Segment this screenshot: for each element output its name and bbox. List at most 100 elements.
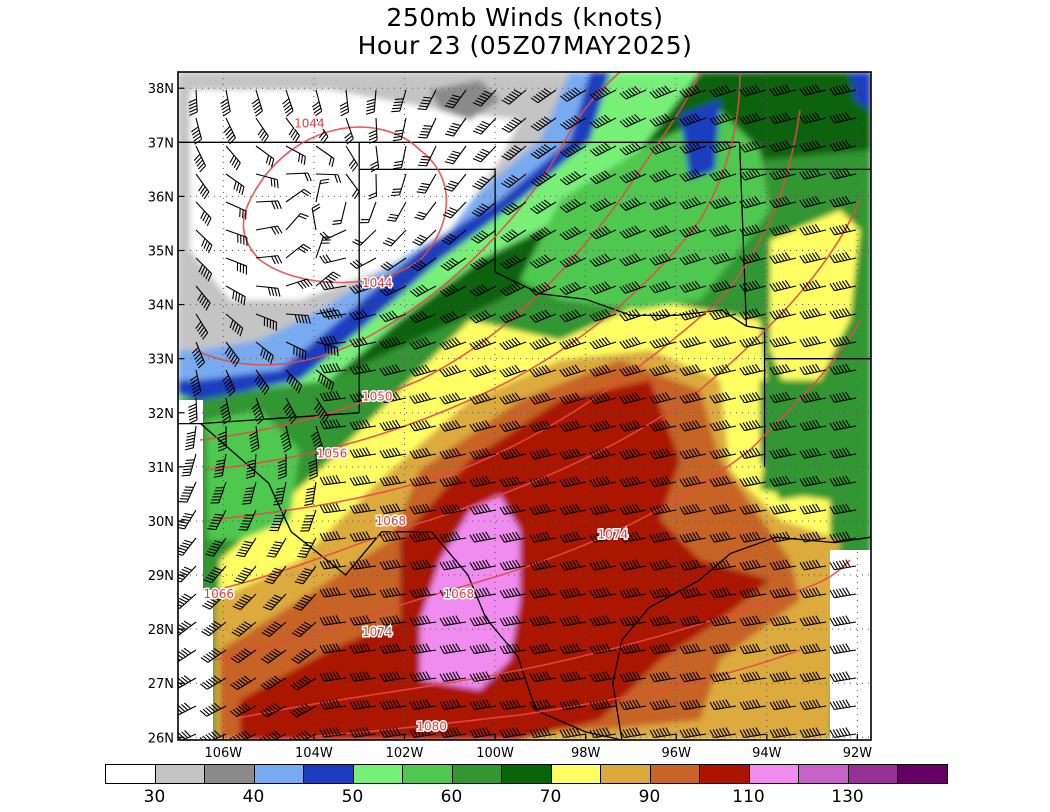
barb-flag [745, 533, 752, 542]
barb-flag [229, 155, 235, 164]
barb-flag [745, 171, 752, 179]
barb-flag [779, 700, 785, 709]
barb-staff [385, 285, 407, 297]
barb-flag [601, 504, 608, 513]
barb-flag [514, 337, 521, 345]
barb-flag [769, 729, 775, 738]
barb-flag [769, 478, 775, 487]
barb-flag [772, 701, 778, 710]
barb-flag [233, 655, 242, 662]
barb-staff [594, 453, 617, 460]
barb-flag [592, 645, 598, 654]
wind-barb [559, 254, 587, 268]
barb-flag [332, 699, 338, 708]
barb-flag [469, 645, 475, 654]
wind-barb [319, 307, 347, 318]
barb-flag [571, 227, 579, 235]
barb-flag [257, 418, 265, 425]
barb-flag [662, 671, 668, 680]
barb-flag [326, 392, 332, 401]
barb-flag [192, 132, 201, 139]
barb-flag [329, 671, 335, 681]
barb-flag [724, 280, 731, 288]
barb-flag [200, 329, 207, 338]
barb-staff [655, 173, 677, 183]
barb-flag [329, 475, 335, 484]
barb-flag [448, 128, 458, 132]
barb-flag [722, 615, 728, 624]
wind-barb [799, 251, 827, 264]
barb-flag [781, 336, 788, 345]
barb-flag [241, 186, 245, 196]
barb-flag [218, 447, 227, 452]
barb-flag [481, 365, 488, 374]
barb-flag [568, 174, 576, 181]
wind-barb [349, 671, 377, 682]
barb-flag [201, 630, 210, 637]
boundary-line [200, 423, 623, 740]
barb-flag [782, 671, 788, 680]
barb-flag [725, 475, 731, 484]
barb-flag [485, 475, 491, 484]
barb-flag [652, 367, 659, 376]
wind-barb [255, 117, 269, 144]
lat-tick-label: 37N [148, 136, 174, 151]
barb-flag [193, 153, 201, 161]
barb-flag [183, 468, 192, 471]
barb-staff [655, 145, 677, 155]
barb-flag [655, 728, 662, 737]
wind-barb [739, 196, 767, 209]
barb-flag [785, 447, 791, 456]
barb-flag [355, 310, 362, 319]
barb-flag [589, 590, 595, 599]
wind-barb [739, 252, 767, 265]
barb-flag [772, 533, 778, 542]
barb-flag [755, 475, 761, 484]
barb-flag [661, 198, 668, 206]
barb-flag [592, 203, 600, 211]
barb-flag [482, 643, 488, 652]
barb-flag [412, 533, 418, 542]
barb-flag [469, 342, 476, 351]
barb-flag [385, 366, 392, 375]
barb-flag [365, 111, 375, 115]
barb-staff [684, 649, 707, 655]
barb-flag [604, 309, 611, 317]
barb-flag [477, 153, 486, 158]
barb-flag [322, 308, 328, 317]
barb-staff [394, 201, 407, 222]
wind-barb [530, 199, 557, 214]
barb-flag [368, 195, 377, 200]
barb-flag [329, 587, 335, 596]
barb-flag [745, 589, 752, 597]
barb-flag [782, 448, 788, 457]
wind-barb [259, 702, 287, 718]
barb-staff [714, 89, 737, 98]
barb-flag [715, 617, 722, 625]
barb-flag [802, 561, 808, 570]
barb-flag [515, 643, 521, 652]
barb-flag [532, 314, 539, 322]
barb-staff [625, 229, 647, 239]
barb-flag [568, 644, 575, 653]
wind-barb [193, 145, 207, 173]
barb-flag [619, 618, 625, 627]
wind-barb [255, 173, 279, 189]
barb-staff [476, 285, 497, 297]
barb-staff [266, 705, 287, 718]
barb-flag [724, 84, 731, 93]
barb-staff [594, 565, 617, 571]
barb-flag [388, 420, 395, 429]
barb-flag [694, 392, 701, 400]
wind-barb [469, 392, 497, 405]
barb-staff [324, 425, 347, 430]
barb-flag [845, 503, 851, 512]
barb-flag [571, 144, 579, 152]
barb-flag [598, 173, 606, 180]
barb-flag [655, 283, 662, 292]
barb-flag [745, 310, 752, 319]
wind-barb [559, 281, 587, 295]
wind-barb [380, 257, 407, 271]
barb-flag [382, 422, 389, 430]
wind-barb [709, 671, 737, 683]
